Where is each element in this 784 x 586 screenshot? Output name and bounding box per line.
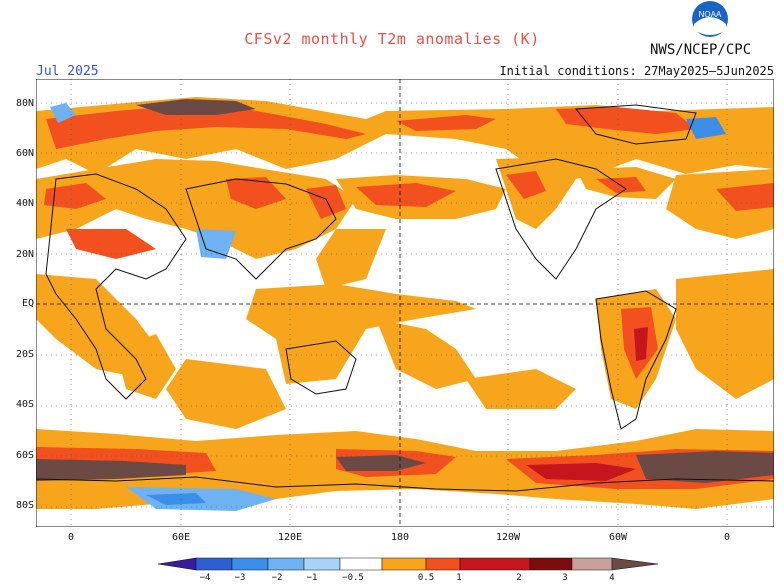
legend-label-2: 2 bbox=[516, 573, 522, 583]
legend-color-box bbox=[267, 557, 305, 571]
legend-label-3: 3 bbox=[562, 573, 568, 583]
coastlines bbox=[36, 104, 774, 492]
legend-label-4: 4 bbox=[609, 573, 615, 583]
legend-color-box bbox=[231, 557, 269, 571]
lat-label-60s: 60S bbox=[15, 450, 34, 461]
lat-label-60n: 60N bbox=[15, 148, 34, 159]
svg-text:NOAA: NOAA bbox=[699, 10, 722, 19]
legend-color-box bbox=[459, 557, 531, 571]
forecast-month: Jul 2025 bbox=[36, 64, 99, 79]
lat-label-80s: 80S bbox=[15, 500, 34, 511]
lat-label-40s: 40S bbox=[15, 399, 34, 410]
lon-label-0-east: 0 bbox=[723, 532, 731, 543]
anomaly-map bbox=[36, 79, 774, 527]
lon-label-120w: 120W bbox=[495, 532, 521, 543]
legend-color-box bbox=[571, 557, 613, 571]
legend-color-box bbox=[529, 557, 573, 571]
southern-ocean-anomaly-band bbox=[36, 429, 774, 511]
legend-color-box bbox=[303, 557, 341, 571]
legend-color-box bbox=[425, 557, 461, 571]
legend-color-box bbox=[195, 557, 233, 571]
lon-label-180: 180 bbox=[390, 532, 410, 543]
lat-label-80n: 80N bbox=[15, 98, 34, 109]
legend-label-1: 1 bbox=[456, 573, 462, 583]
lon-label-60e: 60E bbox=[171, 532, 191, 543]
lon-label-60w: 60W bbox=[608, 532, 628, 543]
pacific-anomalies bbox=[166, 175, 576, 429]
legend-label-neg2: −2 bbox=[271, 573, 283, 583]
lat-label-20s: 20S bbox=[15, 349, 34, 360]
legend-label-neg1: −1 bbox=[306, 573, 318, 583]
lat-label-eq: EQ bbox=[21, 298, 34, 309]
legend-color-box bbox=[611, 557, 659, 571]
americas-anomalies bbox=[496, 157, 774, 409]
legend-label-neg3: −3 bbox=[234, 573, 246, 583]
legend-label-neg0-5: −0.5 bbox=[342, 573, 364, 583]
map-title: CFSv2 monthly T2m anomalies (K) bbox=[244, 30, 540, 48]
noaa-logo-icon: NOAA bbox=[692, 1, 728, 37]
legend-color-box bbox=[339, 557, 383, 571]
legend-color-box bbox=[381, 557, 427, 571]
equator-dateline bbox=[36, 79, 774, 527]
lon-label-0: 0 bbox=[67, 532, 75, 543]
legend-color-box bbox=[157, 557, 197, 571]
agency-label: NWS/NCEP/CPC bbox=[650, 42, 752, 58]
eurasia-anomalies bbox=[36, 159, 356, 399]
initial-conditions: Initial conditions: 27May2025–5Jun2025 bbox=[499, 64, 774, 78]
color-scale-legend bbox=[157, 557, 659, 571]
graticule bbox=[36, 79, 774, 527]
lat-label-20n: 20N bbox=[15, 249, 34, 260]
legend-label-neg4: −4 bbox=[199, 573, 211, 583]
lon-label-120e: 120E bbox=[277, 532, 303, 543]
lat-label-40n: 40N bbox=[15, 198, 34, 209]
legend-label-0-5: 0.5 bbox=[417, 573, 435, 583]
arctic-anomaly-band bbox=[36, 97, 774, 184]
